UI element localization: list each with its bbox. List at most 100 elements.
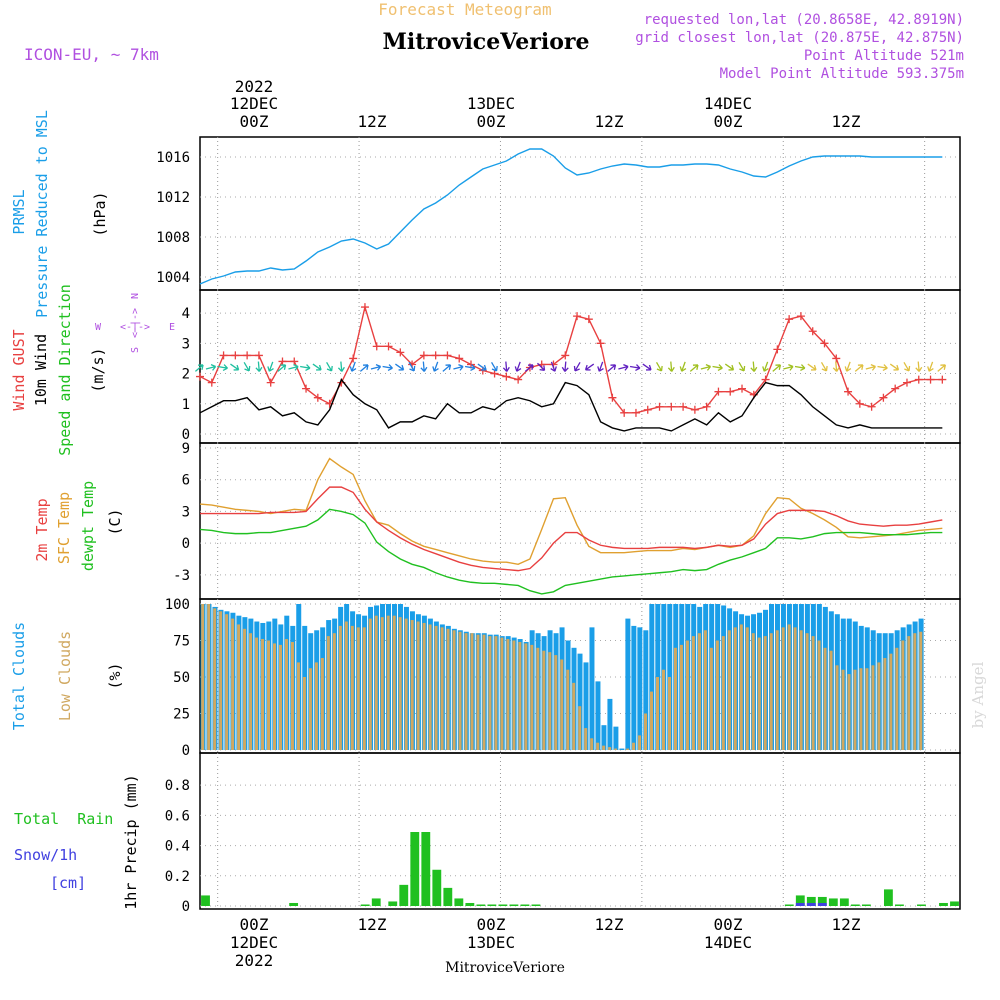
cloud-total-bar-67 [601, 725, 607, 750]
cloud-low-bar-24 [344, 621, 348, 750]
cloud-low-bar-68 [608, 747, 612, 750]
rain-bar-7 [421, 832, 431, 906]
gust-line-marker-3 [231, 351, 240, 360]
cloud-low-bar-62 [572, 682, 576, 750]
compass-arrow-h: <-|-> [120, 322, 150, 333]
rain-bar-30 [950, 901, 959, 906]
cloud-low-bar-115 [889, 653, 893, 750]
ytick-wind-4: 4 [182, 306, 190, 322]
gust-line-marker-52 [808, 327, 817, 336]
top-year: 2022 [235, 77, 274, 96]
ytick-precipitation-1: 0.2 [165, 869, 190, 885]
cloud-low-bar-119 [913, 633, 917, 750]
cloud-total-bar-68 [607, 698, 613, 750]
wind-10m-label: 10m Wind [32, 334, 50, 406]
gust-line-marker-53 [820, 339, 829, 348]
gust-line-marker-45 [726, 387, 735, 396]
gust-line-marker-17 [396, 348, 405, 357]
footer-location: MitroviceVeriore [445, 960, 565, 976]
wind-direction-arrow-1 [205, 363, 217, 371]
cloud-low-bar-22 [332, 633, 336, 750]
cloud-low-bar-41 [446, 628, 450, 750]
wind-direction-arrow-34 [597, 361, 604, 372]
cloud-low-bar-105 [829, 650, 833, 750]
cloud-total-bar-73 [637, 627, 643, 750]
wind-direction-arrow-46 [738, 361, 746, 372]
snow-unit-label: [cm] [50, 874, 86, 892]
wind-direction-arrow-57 [865, 363, 877, 371]
gust-line [199, 304, 943, 414]
cloud-low-bar-28 [368, 618, 372, 750]
cloud-low-bar-7 [243, 628, 247, 750]
ytick-clouds-4: 100 [165, 597, 190, 613]
cloud-low-bar-118 [907, 636, 911, 750]
location-title: MitroviceVeriore [383, 29, 590, 55]
cloud-low-bar-90 [739, 624, 743, 750]
rain-bar-8 [432, 869, 442, 906]
cloud-low-bar-87 [721, 636, 725, 750]
cloud-low-bar-111 [865, 668, 869, 750]
cloud-low-bar-69 [614, 748, 618, 750]
ytick-clouds-3: 75 [173, 634, 190, 650]
gust-line-marker-27 [514, 375, 523, 384]
top-12z-2: 12Z [595, 112, 624, 131]
cloud-total-bar-63 [577, 653, 583, 750]
bottom-year: 2022 [235, 951, 274, 970]
gust-line-marker-19 [419, 351, 428, 360]
ytick-pressure-1: 1008 [156, 230, 190, 246]
gust-line-marker-9 [302, 384, 311, 393]
ytick-pressure-0: 1004 [156, 270, 190, 286]
gust-line-marker-49 [773, 345, 782, 354]
cloud-low-bar-10 [261, 639, 265, 750]
cloud-low-bar-18 [308, 668, 312, 750]
cloud-low-bar-94 [763, 636, 767, 750]
ytick-clouds-1: 25 [173, 707, 190, 723]
rain-bar-15 [509, 904, 519, 906]
cloud-low-bar-57 [542, 650, 546, 750]
gust-line-marker-63 [938, 375, 947, 384]
watermark: by Angel [969, 661, 987, 728]
cloud-low-bar-46 [476, 634, 480, 750]
gust-line-marker-0 [196, 372, 204, 381]
cloud-low-bar-9 [255, 637, 259, 750]
ytick-wind-1: 1 [182, 397, 190, 413]
temp-sfc-label: SFC Temp [55, 492, 73, 564]
cloud-low-bar-17 [302, 677, 306, 750]
cloud-low-bar-96 [775, 630, 779, 750]
ytick-temperature-2: 3 [182, 504, 190, 520]
gust-line-marker-39 [655, 402, 664, 411]
bottom-00z-2: 00Z [477, 915, 506, 934]
top-12z-1: 12Z [358, 112, 387, 131]
cloud-low-bar-88 [727, 630, 731, 750]
wind-gust-label: Wind GUST [10, 329, 28, 410]
cloud-low-bar-59 [554, 655, 558, 750]
wind-direction-arrow-45 [724, 363, 735, 371]
cloud-low-bar-99 [793, 627, 797, 750]
cloud-low-bar-113 [877, 662, 881, 750]
ytick-precipitation-2: 0.4 [165, 839, 190, 855]
gust-line-marker-32 [573, 312, 582, 321]
gust-line-marker-46 [738, 384, 747, 393]
wind-direction-arrow-55 [844, 361, 852, 372]
cloud-low-bar-80 [679, 644, 683, 750]
bottom-day-14dec: 14DEC [704, 933, 752, 952]
gust-line-marker-21 [443, 351, 452, 360]
cloud-low-bar-64 [584, 728, 588, 750]
rain-bar-10 [454, 898, 464, 906]
cloud-low-bar-76 [656, 677, 659, 750]
cloud-low-bar-82 [691, 636, 695, 750]
cloud-low-bar-33 [398, 617, 402, 750]
gust-line-marker-41 [679, 402, 688, 411]
rain-bar-4 [388, 901, 398, 906]
wind-direction-arrow-44 [712, 364, 723, 372]
cloud-low-bar-50 [500, 637, 504, 750]
gust-line-marker-31 [561, 351, 570, 360]
temp-2m-line [200, 486, 943, 572]
snow-bar-2 [817, 902, 827, 906]
cloud-low-bar-25 [350, 625, 354, 750]
cloud-low-bar-106 [835, 665, 839, 750]
wind-direction-arrow-58 [877, 364, 888, 372]
rain-bar-19 [795, 895, 805, 906]
wind-direction-arrow-0 [194, 364, 204, 372]
cloud-low-bar-114 [883, 658, 887, 750]
